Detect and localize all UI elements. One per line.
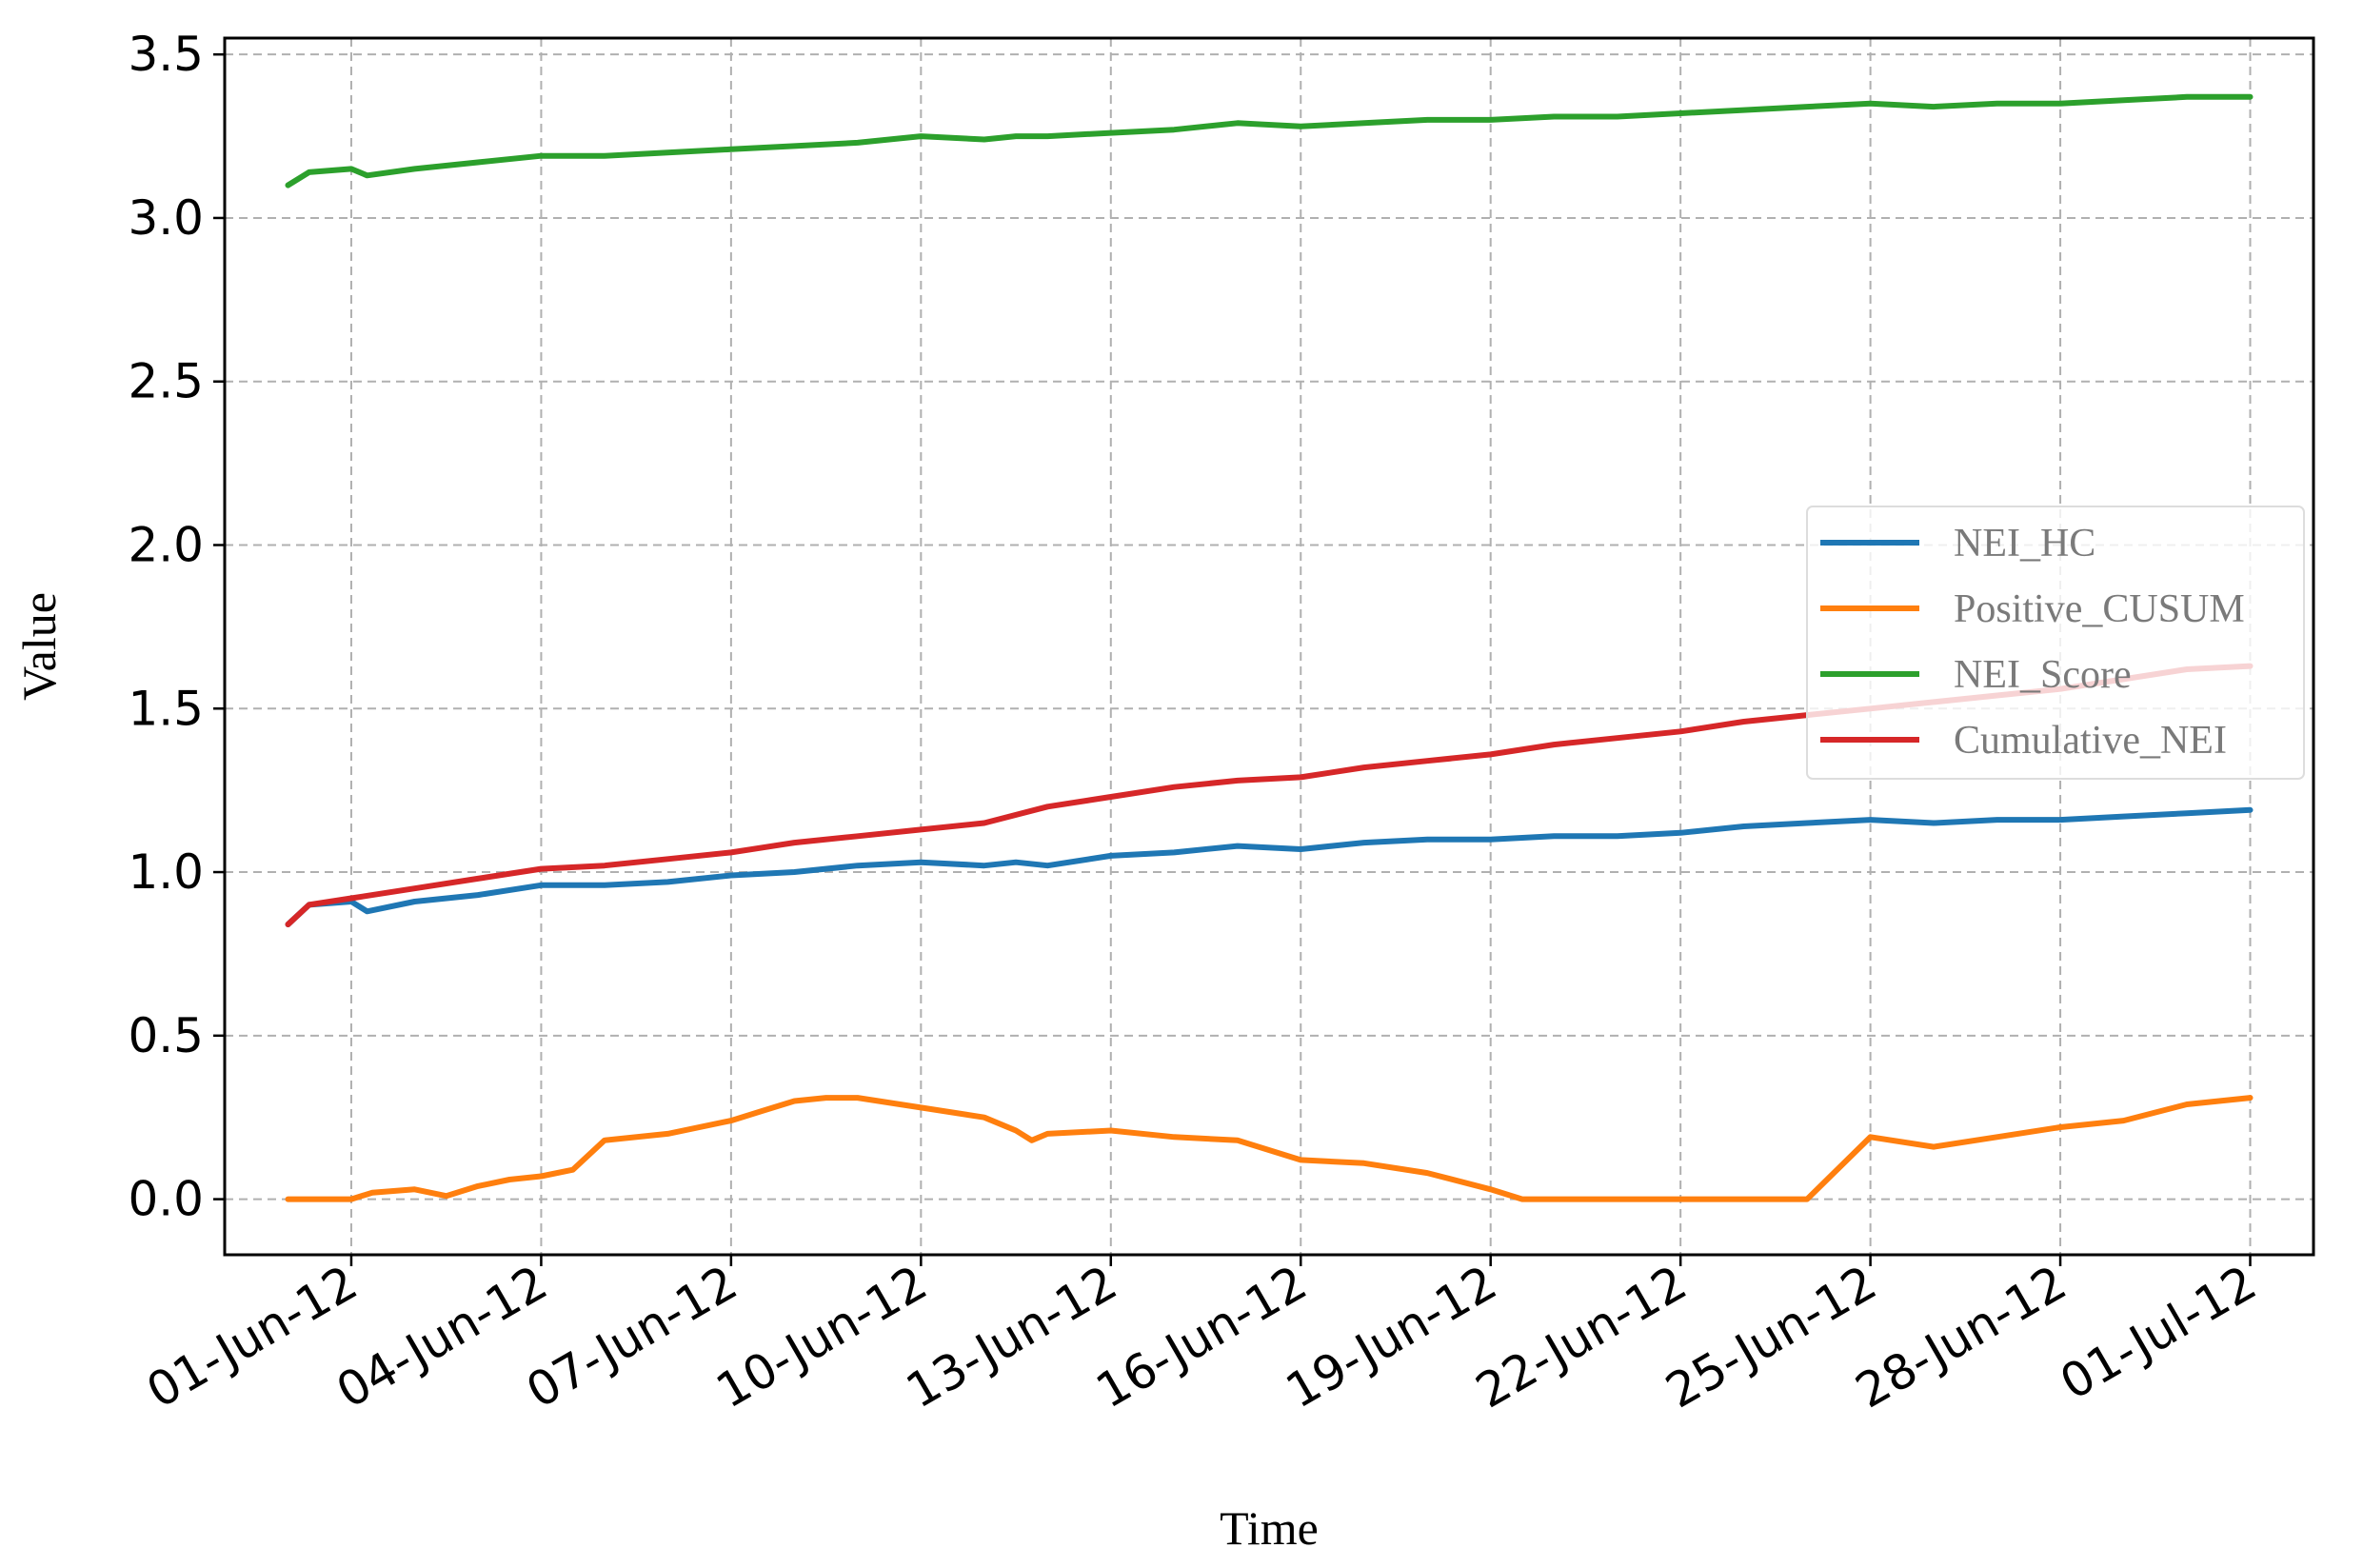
- series-line-nei-score: [285, 93, 2254, 189]
- legend-label-nei-score: NEI_Score: [1954, 653, 2132, 697]
- y-tick-label: 0.5: [128, 1008, 204, 1063]
- series-line-nei-hc: [285, 806, 2254, 927]
- legend: NEI_HC Positive_CUSUM NEI_Score Cumulative_…: [1806, 506, 2305, 780]
- y-axis-label: Value: [12, 592, 66, 701]
- grid: [225, 38, 2313, 1255]
- y-tick-label: 2.0: [128, 518, 204, 573]
- legend-label-positive-cusum: Positive_CUSUM: [1954, 587, 2245, 631]
- y-tick-label: 3.5: [128, 27, 204, 82]
- series-line-positive-cusum: [285, 1095, 2254, 1202]
- legend-items: NEI_HC Positive_CUSUM NEI_Score Cumulative_…: [1820, 522, 2245, 763]
- legend-label-cumulative-nei: Cumulative_NEI: [1954, 719, 2227, 763]
- y-tick-label: 2.5: [128, 354, 204, 409]
- plot-frame: [223, 36, 2315, 1257]
- legend-label-nei-hc: NEI_HC: [1954, 522, 2095, 566]
- x-axis-label: Time: [1220, 1501, 1319, 1555]
- legend-box: [1806, 506, 2305, 780]
- y-tick-label: 1.0: [128, 844, 204, 900]
- y-tick-label: 1.5: [128, 681, 204, 736]
- y-tick-label: 0.0: [128, 1172, 204, 1227]
- y-tick-label: 3.0: [128, 190, 204, 246]
